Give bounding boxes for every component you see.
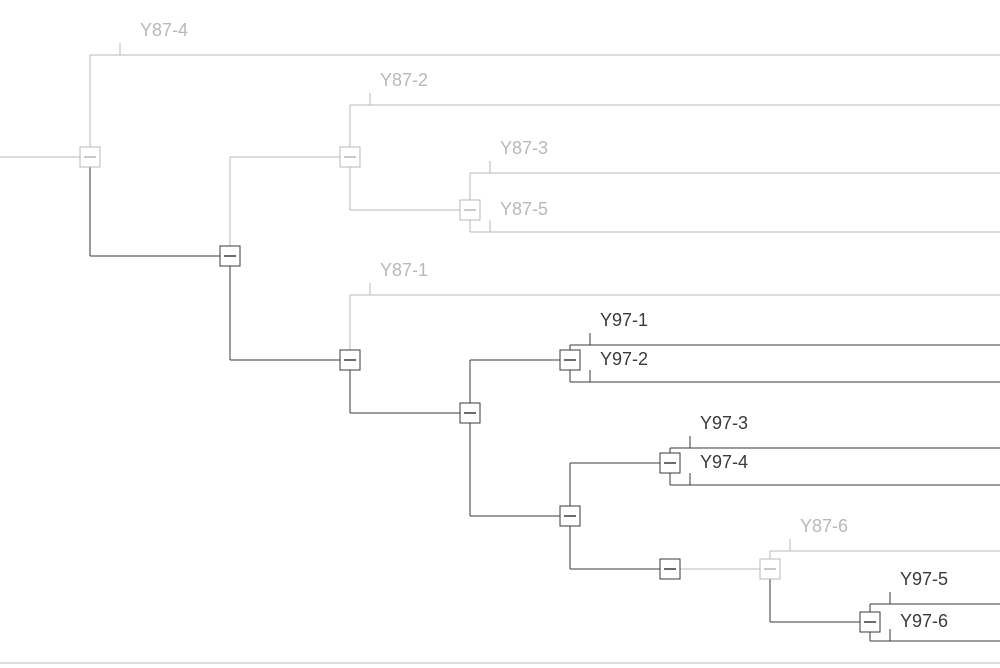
leaf-label: Y97-2 xyxy=(600,349,648,369)
leaf-label: Y97-6 xyxy=(900,611,948,631)
tree-node[interactable] xyxy=(660,559,680,579)
tree-node[interactable] xyxy=(660,453,680,473)
leaf-label: Y87-2 xyxy=(380,70,428,90)
tree-node[interactable] xyxy=(340,147,360,167)
tree-node[interactable] xyxy=(560,506,580,526)
tree-node[interactable] xyxy=(460,200,480,220)
leaf-label: Y97-3 xyxy=(700,413,748,433)
leaf-label: Y87-1 xyxy=(380,260,428,280)
leaf-label: Y97-4 xyxy=(700,452,748,472)
tree-node[interactable] xyxy=(560,350,580,370)
tree-node[interactable] xyxy=(460,403,480,423)
tree-node[interactable] xyxy=(220,246,240,266)
tree-node[interactable] xyxy=(760,559,780,579)
leaf-label: Y87-4 xyxy=(140,20,188,40)
phylogenetic-tree: Y87-4 Y87-2 Y87-3 Y87-5 Y87-1 Y97-1 Y97-2 Y97-3… xyxy=(0,0,1000,668)
leaf-label: Y87-5 xyxy=(500,199,548,219)
tree-node[interactable] xyxy=(80,147,100,167)
leaf-label: Y87-6 xyxy=(800,516,848,536)
tree-node[interactable] xyxy=(860,612,880,632)
tree-node[interactable] xyxy=(340,350,360,370)
leaf-label: Y87-3 xyxy=(500,138,548,158)
leaf-label: Y97-1 xyxy=(600,310,648,330)
leaf-label: Y97-5 xyxy=(900,569,948,589)
